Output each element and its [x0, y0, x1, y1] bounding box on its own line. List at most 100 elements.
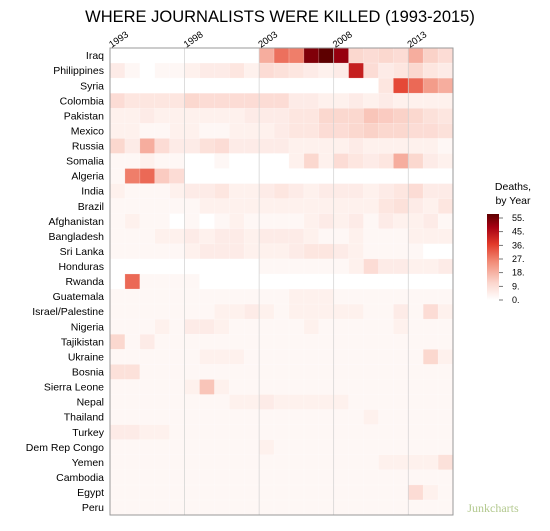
heatmap-cell: [363, 138, 380, 155]
heatmap-cell: [109, 454, 126, 471]
heatmap-cell: [348, 454, 365, 471]
row-label: Russia: [72, 141, 104, 153]
heatmap-cell: [437, 47, 454, 64]
heatmap-cell: [363, 213, 380, 230]
heatmap-cell: [318, 243, 335, 260]
heatmap-cell: [393, 153, 409, 170]
heatmap-cell: [348, 183, 365, 200]
heatmap-cell: [243, 213, 260, 230]
heatmap-cell: [348, 288, 365, 305]
heatmap-cell: [378, 454, 394, 471]
heatmap-cell: [378, 469, 394, 486]
heatmap-cell: [154, 198, 171, 215]
plot-frame: [109, 47, 454, 516]
legend-title-line2: by Year: [495, 195, 531, 207]
heatmap-cell: [273, 454, 290, 471]
heatmap-cell: [437, 469, 454, 486]
heatmap-cell: [124, 138, 141, 155]
heatmap-cell: [303, 288, 320, 305]
heatmap-cell: [214, 123, 230, 139]
heatmap-cell: [154, 228, 171, 245]
heatmap-cell: [109, 484, 126, 501]
heatmap-cell: [407, 62, 424, 79]
heatmap-cell: [422, 484, 439, 501]
heatmap-cell: [214, 258, 230, 275]
heatmap-cell: [154, 258, 171, 275]
heatmap-cell: [109, 303, 126, 320]
heatmap-cell: [393, 303, 409, 320]
heatmap-cell: [124, 454, 141, 471]
heatmap-cell: [303, 303, 320, 320]
heatmap-cell: [258, 469, 275, 486]
heatmap-cell: [184, 273, 201, 290]
legend-tick-label: 36.: [512, 240, 525, 250]
heatmap-cell: [243, 424, 260, 441]
heatmap-cell: [124, 303, 141, 320]
heatmap-cell: [273, 318, 290, 335]
heatmap-cell: [124, 364, 141, 381]
heatmap-cell: [318, 123, 335, 139]
heatmap-cell: [288, 47, 305, 64]
heatmap-cell: [288, 183, 305, 200]
heatmap-cell: [199, 394, 215, 411]
heatmap-cell: [229, 394, 245, 411]
heatmap-cell: [169, 499, 186, 516]
row-label: Pakistan: [64, 110, 104, 122]
heatmap-cell: [273, 77, 290, 94]
heatmap-cell: [363, 288, 380, 305]
heatmap-cell: [273, 379, 290, 396]
row-label: Honduras: [58, 261, 104, 273]
heatmap-cell: [363, 499, 380, 516]
heatmap-cell: [199, 47, 215, 64]
heatmap-cell: [229, 138, 245, 155]
heatmap-cell: [124, 318, 141, 335]
heatmap-cell: [363, 183, 380, 200]
heatmap-cell: [378, 409, 394, 426]
heatmap-cell: [124, 394, 141, 411]
heatmap-cell: [258, 499, 275, 516]
heatmap-cell: [333, 424, 350, 441]
heatmap-cell: [303, 424, 320, 441]
heatmap-cell: [288, 484, 305, 501]
heatmap-cell: [154, 303, 171, 320]
heatmap-cell: [273, 469, 290, 486]
heatmap-cell: [273, 273, 290, 290]
heatmap-cell: [378, 77, 394, 94]
row-label: Tajikistan: [61, 336, 104, 348]
heatmap-cell: [303, 364, 320, 381]
heatmap-cell: [333, 348, 350, 365]
heatmap-cell: [273, 394, 290, 411]
heatmap-cell: [348, 258, 365, 275]
heatmap-cell: [437, 394, 454, 411]
heatmap-cell: [378, 439, 394, 456]
heatmap-cell: [109, 107, 126, 124]
heatmap-cell: [422, 348, 439, 365]
heatmap-cell: [333, 92, 350, 109]
row-label: Nigeria: [71, 321, 104, 333]
heatmap-cell: [109, 439, 126, 456]
heatmap-cell: [229, 469, 245, 486]
heatmap-cell: [109, 364, 126, 381]
heatmap-cell: [273, 258, 290, 275]
heatmap-cell: [258, 153, 275, 170]
heatmap-cell: [437, 379, 454, 396]
heatmap-cell: [288, 77, 305, 94]
heatmap-cell: [303, 107, 320, 124]
heatmap-cell: [139, 77, 156, 94]
heatmap-cell: [214, 92, 230, 109]
heatmap-cell: [229, 454, 245, 471]
heatmap-cell: [333, 258, 350, 275]
heatmap-cell: [348, 364, 365, 381]
heatmap-cell: [184, 364, 201, 381]
heatmap-cell: [139, 318, 156, 335]
heatmap-cell: [229, 273, 245, 290]
heatmap-cell: [378, 168, 394, 185]
heatmap-cell: [199, 92, 215, 109]
heatmap-cell: [258, 62, 275, 79]
heatmap-cell: [378, 394, 394, 411]
legend-title-line1: Deaths,: [495, 181, 531, 193]
heatmap-cell: [169, 107, 186, 124]
heatmap-cell: [139, 424, 156, 441]
heatmap-cell: [348, 47, 365, 64]
color-legend: Deaths, by Year 55. 45. 36. 27. 18. 9. 0.: [487, 181, 531, 305]
